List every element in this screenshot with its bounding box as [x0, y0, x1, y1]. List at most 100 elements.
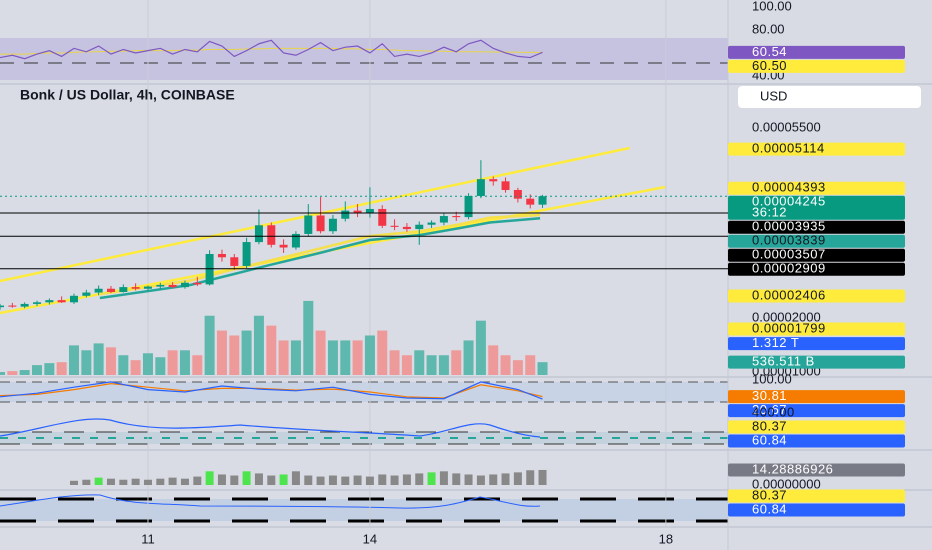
y-tick-label: 0.00002000	[752, 309, 821, 324]
volume-bar	[500, 355, 511, 375]
candle-body	[254, 225, 263, 243]
candle-body	[119, 287, 128, 292]
candle-body	[193, 282, 202, 285]
volume-bar	[525, 355, 536, 375]
candle-body	[476, 179, 485, 196]
price-tag	[728, 248, 905, 262]
y-tick-label: 0.00000000	[752, 476, 821, 491]
price-tag-label: 80.37	[752, 418, 787, 433]
hist-bar	[365, 476, 374, 485]
rsi-band	[0, 38, 728, 80]
volume-bar	[438, 355, 449, 375]
volume-bar	[155, 357, 166, 375]
hist-bar	[526, 470, 535, 485]
price-tag	[728, 142, 905, 156]
stoch-k	[0, 381, 543, 400]
candle-body	[156, 284, 165, 287]
candle-body	[82, 292, 91, 296]
candle-body	[378, 208, 387, 226]
hist-bar	[193, 476, 202, 485]
hist-bar	[279, 474, 288, 485]
volume-bar	[303, 300, 314, 375]
hist-bar	[217, 474, 226, 485]
volume-bar	[451, 350, 462, 375]
price-tag	[728, 322, 905, 336]
hist-bar	[106, 478, 115, 485]
candle-body	[168, 284, 177, 288]
candle-body	[464, 195, 473, 218]
price-tag	[728, 390, 905, 404]
price-tag-label: 60.84	[752, 432, 787, 447]
price-tag	[728, 220, 905, 234]
price-tag	[728, 234, 905, 248]
hist-bar	[143, 479, 152, 485]
candle-body	[32, 302, 41, 304]
candle-body	[427, 222, 436, 225]
rsi-line	[0, 39, 543, 60]
price-tag	[728, 420, 905, 434]
price-tag-label: 0.00005114	[752, 141, 825, 156]
candle-body	[291, 233, 300, 248]
price-tag	[728, 195, 905, 220]
x-tick-label: 11	[141, 531, 155, 546]
price-tag-label: 400.00	[752, 404, 795, 419]
bottom-line-decor	[0, 494, 541, 509]
volume-bar	[253, 315, 264, 375]
hist-bar	[230, 475, 239, 485]
price-tag-label: 0.00002406	[752, 287, 826, 302]
currency-button[interactable]	[738, 86, 921, 108]
volume-bar	[340, 340, 351, 375]
candle-body	[402, 226, 411, 230]
price-tag-label: 0.00003839	[752, 233, 826, 248]
price-tag	[728, 181, 905, 195]
hist-bar	[316, 476, 325, 485]
price-tag-label: 20.67	[752, 402, 787, 417]
price-tag-label: 0.00001799	[752, 320, 826, 335]
candle-body	[513, 189, 522, 199]
volume-bar	[229, 335, 240, 375]
hist-bar	[402, 474, 411, 485]
price-tag	[728, 289, 905, 303]
price-tag	[728, 489, 905, 503]
hist-bar	[304, 475, 313, 485]
y-tick-label: 100.00	[752, 0, 792, 13]
volume-bar	[401, 355, 412, 375]
hist-bar	[427, 472, 436, 485]
bottom-band	[0, 499, 728, 521]
hist-bar	[439, 471, 448, 485]
hist-bar	[180, 478, 189, 485]
volume-bar	[315, 330, 326, 375]
volume-bar	[167, 350, 178, 375]
price-tag-label: 536.511 B	[752, 354, 815, 369]
volume-bar	[278, 340, 289, 375]
currency-label[interactable]: USD	[760, 88, 787, 103]
price-tag	[728, 262, 905, 276]
volume-bar	[130, 360, 141, 375]
volume-bar	[31, 365, 42, 375]
volume-bar	[327, 340, 338, 375]
hist-bar	[452, 473, 461, 485]
candle-body	[328, 218, 337, 232]
hist-bar	[415, 473, 424, 485]
volume-bar	[377, 330, 388, 375]
candle-body	[365, 208, 374, 214]
hist-bar	[267, 475, 276, 485]
price-tag-label: 60.50	[752, 58, 787, 73]
hist-bar	[328, 475, 337, 485]
volume-bar	[68, 345, 79, 375]
candle-body	[131, 287, 140, 289]
candle-body	[353, 210, 362, 214]
candle-body	[279, 244, 288, 248]
hist-bar	[489, 474, 498, 485]
channel-line	[0, 146, 630, 283]
price-tag-label: 1.312 T	[752, 335, 799, 350]
volume-bar	[7, 371, 18, 375]
hist-bar	[156, 478, 165, 485]
volume-bar	[19, 370, 30, 375]
candle-body	[0, 305, 4, 308]
volume-bar	[56, 362, 67, 375]
candle-body	[69, 295, 78, 303]
candle-body	[94, 288, 103, 293]
price-tag	[728, 404, 905, 418]
